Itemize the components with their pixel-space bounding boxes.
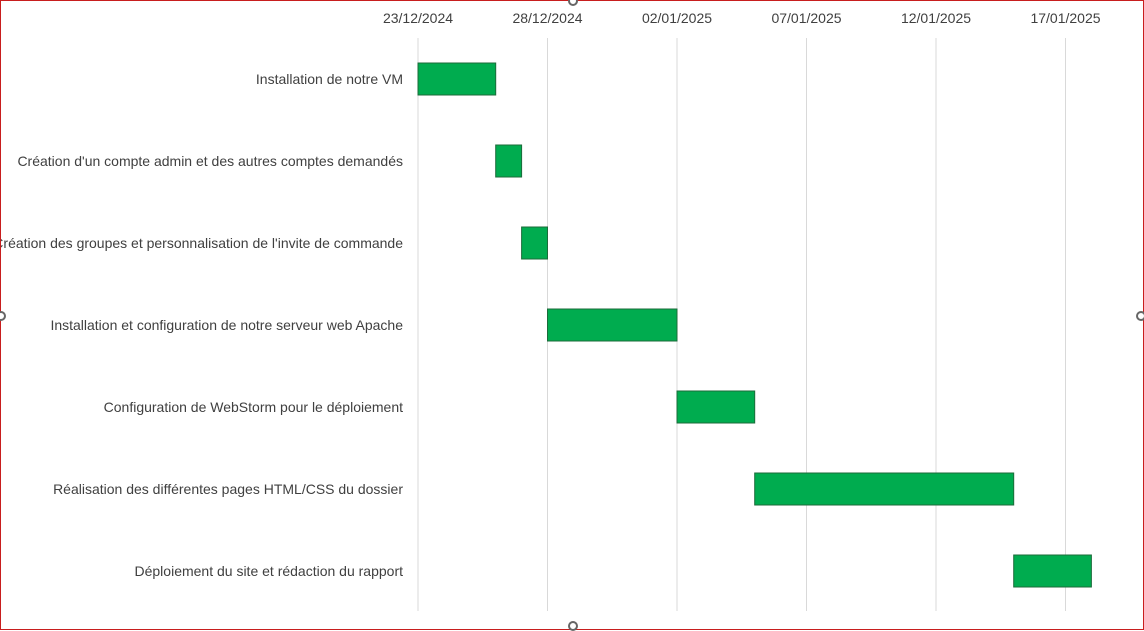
x-tick-label: 02/01/2025	[642, 10, 712, 26]
task-bar-6[interactable]	[1013, 554, 1092, 588]
task-bar-5[interactable]	[754, 472, 1015, 506]
gridlines	[417, 38, 1066, 611]
x-tick-label: 12/01/2025	[901, 10, 971, 26]
task-bars	[417, 62, 1092, 588]
x-tick-label: 17/01/2025	[1030, 10, 1100, 26]
top-center-resize-handle[interactable]	[568, 0, 578, 6]
task-label-2: Création des groupes et personnalisation…	[1, 235, 403, 251]
task-label-5: Réalisation des différentes pages HTML/C…	[53, 481, 403, 497]
task-label-1: Création d'un compte admin et des autres…	[17, 153, 403, 169]
task-label-3: Installation et configuration de notre s…	[50, 317, 403, 333]
task-bar-4[interactable]	[676, 390, 756, 424]
task-label-0: Installation de notre VM	[256, 71, 403, 87]
task-bar-1[interactable]	[495, 144, 523, 178]
x-tick-label: 23/12/2024	[383, 10, 453, 26]
left-center-resize-handle[interactable]	[0, 311, 6, 321]
x-tick-label: 28/12/2024	[512, 10, 582, 26]
task-labels: Installation de notre VM Création d'un co…	[1, 71, 403, 579]
task-bar-0[interactable]	[417, 62, 497, 96]
task-label-4: Configuration de WebStorm pour le déploi…	[104, 399, 403, 415]
x-tick-label: 07/01/2025	[771, 10, 841, 26]
x-axis-ticks: 23/12/2024 28/12/2024 02/01/2025 07/01/2025…	[383, 10, 1101, 26]
task-bar-2[interactable]	[521, 226, 548, 260]
right-center-resize-handle[interactable]	[1136, 311, 1144, 321]
task-bar-3[interactable]	[547, 308, 678, 342]
task-label-6: Déploiement du site et rédaction du rapp…	[135, 563, 404, 579]
